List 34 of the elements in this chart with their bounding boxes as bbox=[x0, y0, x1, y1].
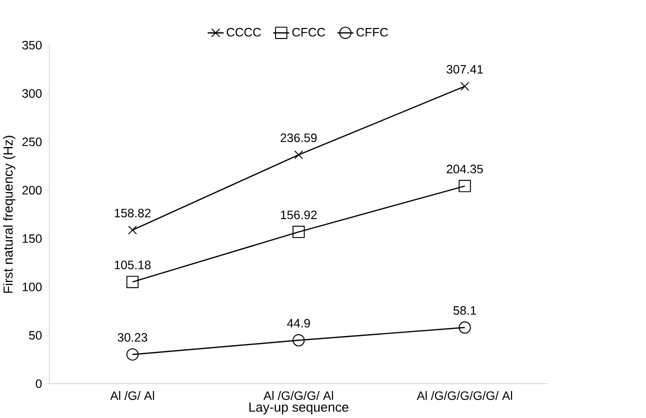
point bbox=[458, 180, 471, 192]
data-label: 58.1 bbox=[453, 306, 476, 316]
data-label: 156.92 bbox=[280, 210, 317, 220]
data-label: 204.35 bbox=[446, 164, 483, 174]
data-label: 30.23 bbox=[118, 333, 148, 342]
data-label: 236.59 bbox=[280, 134, 317, 142]
y-tick-label: 100 bbox=[22, 282, 42, 292]
y-tick-label: 300 bbox=[22, 89, 42, 98]
y-tick-label: 150 bbox=[22, 234, 42, 244]
y-tick-label: 350 bbox=[22, 41, 42, 50]
point bbox=[292, 226, 305, 238]
x-tick-label: Al /G/G/G/ Al bbox=[263, 391, 334, 400]
point bbox=[458, 322, 471, 334]
y-axis-title: First natural frequency (Hz) bbox=[3, 136, 16, 294]
point bbox=[128, 226, 137, 235]
point bbox=[126, 276, 139, 288]
y-tick-label: 0 bbox=[36, 380, 42, 388]
point bbox=[292, 334, 305, 347]
x-axis-title: Lay-up sequence bbox=[249, 402, 348, 415]
legend-label: CFCC bbox=[292, 28, 326, 37]
y-tick-label: 250 bbox=[22, 138, 42, 146]
point bbox=[460, 82, 470, 92]
x-tick-label: Al /G/G/G/G/G/ Al bbox=[416, 391, 512, 400]
x-tick-label: Al /G/ Al bbox=[110, 391, 154, 400]
data-label: 307.41 bbox=[446, 65, 483, 74]
data-label: 105.18 bbox=[114, 260, 151, 270]
y-tick-label: 50 bbox=[29, 331, 42, 340]
data-label: 158.82 bbox=[114, 208, 150, 218]
legend-label: CFFC bbox=[356, 28, 388, 37]
data-label: 44.9 bbox=[287, 319, 310, 328]
point bbox=[126, 348, 139, 361]
y-tick-label: 200 bbox=[22, 186, 42, 195]
legend-label: CCCC bbox=[226, 28, 261, 37]
point bbox=[294, 150, 304, 160]
